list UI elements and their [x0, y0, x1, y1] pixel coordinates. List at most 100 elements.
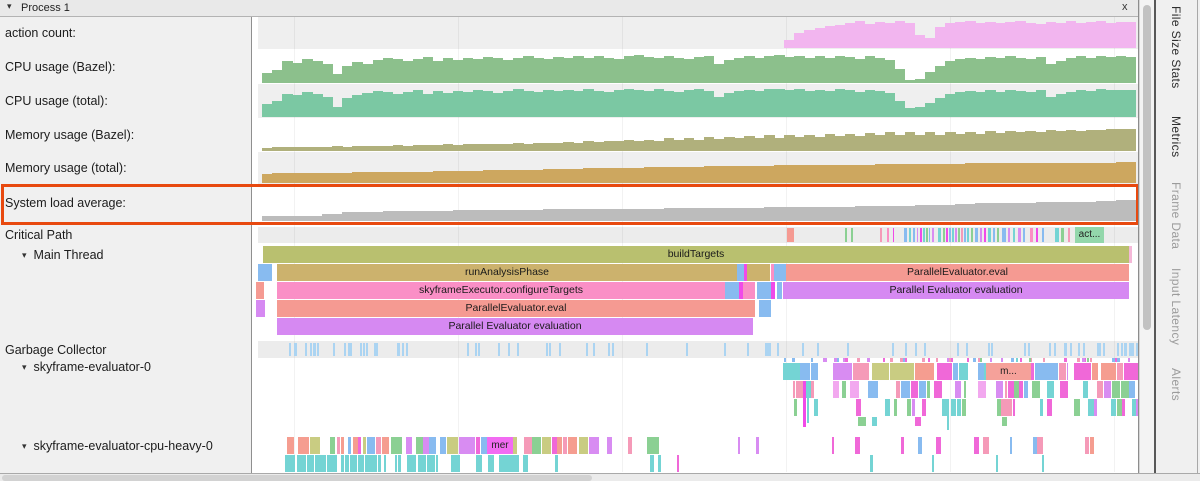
trace-slice[interactable] — [1047, 363, 1058, 380]
trace-slice[interactable] — [1060, 381, 1068, 398]
trace-slice[interactable] — [349, 455, 357, 472]
trace-slice[interactable] — [1002, 417, 1007, 426]
trace-slice[interactable] — [1066, 363, 1068, 380]
trace-slice[interactable] — [562, 437, 567, 454]
trace-slice[interactable] — [1122, 399, 1126, 416]
track-label-skyframe-evaluator-0[interactable]: ▾ skyframe-evaluator-0 — [22, 358, 151, 376]
trace-tick[interactable] — [1131, 343, 1134, 356]
collapse-triangle-icon[interactable]: ▾ — [22, 361, 27, 372]
trace-slice[interactable] — [1031, 381, 1041, 398]
trace-slice[interactable] — [1001, 399, 1007, 416]
flame-slice[interactable] — [258, 264, 272, 281]
flame-slice[interactable] — [771, 264, 774, 281]
trace-tick[interactable] — [950, 358, 954, 362]
trace-slice[interactable] — [872, 417, 877, 426]
trace-tick[interactable] — [932, 455, 934, 472]
trace-tick[interactable] — [555, 455, 558, 472]
trace-tick[interactable] — [1114, 358, 1118, 362]
flame-slice-buildtargets[interactable]: buildTargets — [263, 246, 1129, 263]
trace-slice[interactable] — [1008, 381, 1014, 398]
trace-slice[interactable] — [410, 455, 416, 472]
collapse-triangle-icon[interactable]: ▾ — [7, 1, 12, 11]
trace-tick[interactable] — [988, 343, 990, 356]
trace-slice[interactable] — [310, 437, 320, 454]
trace-tick[interactable] — [517, 343, 520, 356]
flame-slice[interactable] — [757, 282, 771, 299]
trace-slice[interactable] — [803, 381, 806, 427]
trace-slice-m[interactable]: m... — [986, 363, 1031, 380]
trace-slice[interactable] — [1008, 228, 1010, 242]
trace-slice[interactable] — [1032, 437, 1037, 454]
trace-slice[interactable] — [909, 228, 911, 242]
trace-slice[interactable] — [855, 399, 862, 416]
trace-slice[interactable] — [423, 437, 429, 454]
trace-tick[interactable] — [1120, 343, 1123, 356]
side-tab-alerts[interactable]: Alerts — [1169, 368, 1183, 402]
trace-tick[interactable] — [947, 358, 950, 362]
trace-slice[interactable] — [833, 363, 853, 380]
trace-tick[interactable] — [991, 343, 994, 356]
trace-slice[interactable] — [980, 228, 982, 242]
trace-tick[interactable] — [776, 343, 779, 356]
trace-slice[interactable] — [1019, 381, 1023, 398]
trace-slice[interactable] — [384, 455, 387, 472]
flame-slice[interactable] — [771, 282, 775, 299]
trace-slice[interactable] — [932, 228, 934, 242]
trace-tick[interactable] — [783, 358, 787, 362]
trace-slice[interactable] — [430, 455, 436, 472]
trace-slice[interactable] — [1040, 399, 1043, 416]
trace-tick[interactable] — [927, 358, 931, 362]
trace-tick[interactable] — [362, 343, 365, 356]
trace-slice[interactable] — [1100, 363, 1110, 380]
trace-tick[interactable] — [1076, 358, 1079, 362]
trace-tick[interactable] — [1128, 358, 1131, 362]
side-tab-file-size-stats[interactable]: File Size Stats — [1169, 6, 1183, 89]
trace-slice[interactable] — [377, 455, 382, 472]
trace-tick[interactable] — [1117, 343, 1120, 356]
trace-slice[interactable] — [551, 437, 557, 454]
trace-slice[interactable] — [1111, 381, 1121, 398]
trace-slice[interactable] — [889, 363, 909, 380]
trace-slice[interactable] — [795, 381, 804, 398]
trace-tick[interactable] — [842, 358, 845, 362]
trace-slice[interactable] — [1091, 363, 1098, 380]
trace-tick[interactable] — [586, 343, 589, 356]
trace-slice[interactable] — [918, 437, 923, 454]
trace-slice[interactable] — [988, 228, 991, 242]
trace-slice[interactable] — [833, 381, 839, 398]
trace-tick[interactable] — [1077, 358, 1081, 362]
trace-slice[interactable] — [1131, 399, 1136, 416]
flame-slice[interactable] — [737, 264, 744, 281]
trace-slice[interactable] — [381, 437, 389, 454]
trace-tick[interactable] — [1129, 343, 1132, 356]
trace-slice[interactable] — [405, 437, 412, 454]
trace-slice[interactable] — [850, 381, 859, 398]
trace-tick[interactable] — [902, 358, 905, 362]
close-process-button[interactable]: x — [1122, 1, 1128, 13]
trace-tick[interactable] — [1098, 343, 1101, 356]
trace-tick[interactable] — [870, 455, 873, 472]
flame-slice-parallelevaluator-eval[interactable]: ParallelEvaluator.eval — [786, 264, 1129, 281]
trace-slice[interactable] — [362, 437, 367, 454]
trace-slice[interactable] — [297, 437, 310, 454]
trace-slice[interactable] — [568, 437, 578, 454]
flame-slice[interactable] — [744, 264, 747, 281]
trace-tick[interactable] — [892, 343, 895, 356]
trace-tick[interactable] — [508, 343, 511, 356]
trace-tick[interactable] — [611, 343, 614, 356]
trace-slice[interactable] — [995, 381, 1004, 398]
trace-tick[interactable] — [1016, 358, 1019, 362]
trace-tick[interactable] — [967, 358, 970, 362]
trace-slice[interactable] — [887, 228, 889, 242]
trace-slice[interactable] — [851, 228, 853, 242]
trace-tick[interactable] — [816, 343, 819, 356]
trace-slice[interactable] — [365, 455, 374, 472]
trace-slice[interactable] — [900, 381, 910, 398]
timeline-canvas[interactable]: act... buildTargets runAnalysisPhase Parall… — [0, 0, 1138, 473]
vertical-scrollbar[interactable] — [1139, 0, 1154, 473]
collapse-triangle-icon[interactable]: ▾ — [22, 249, 27, 260]
trace-slice[interactable] — [397, 455, 402, 472]
trace-tick[interactable] — [765, 343, 768, 356]
trace-slice[interactable] — [297, 455, 303, 472]
flame-slice[interactable] — [774, 264, 786, 281]
